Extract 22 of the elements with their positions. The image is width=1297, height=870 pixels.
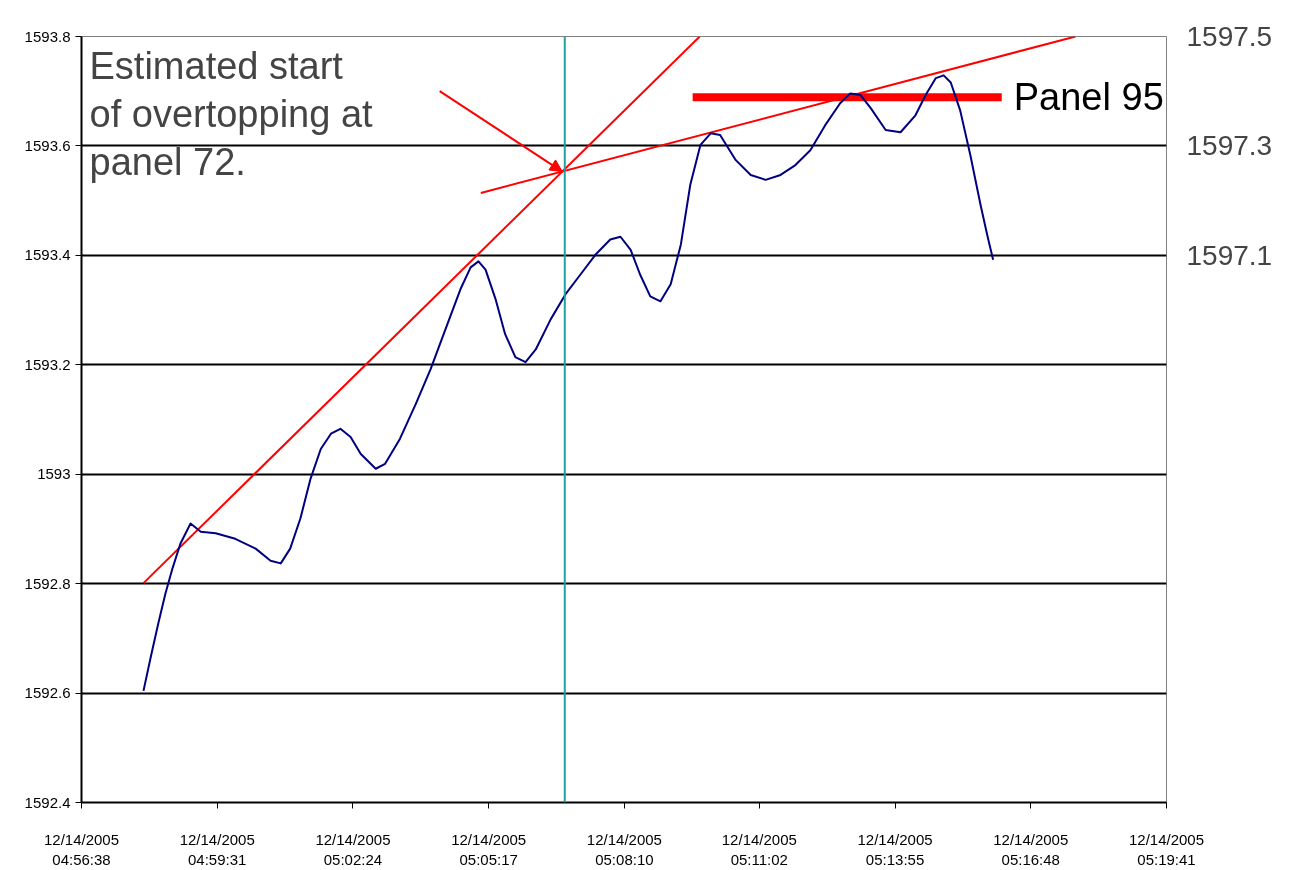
x-tick-label: 12/14/2005 05:08:10 xyxy=(586,830,662,868)
x-tick-label: 12/14/2005 05:05:17 xyxy=(451,830,527,868)
x-tick-label: 12/14/2005 05:13:55 xyxy=(857,830,933,868)
x-tick-label: 12/14/2005 04:59:31 xyxy=(179,830,255,868)
x-tick-label: 12/14/2005 04:56:38 xyxy=(43,830,120,868)
y-tick-label: 1592.8 xyxy=(24,574,71,592)
series-label: Panel 95 xyxy=(1013,76,1164,119)
y2-tick-label: 1597.3 xyxy=(1186,130,1273,162)
y2-tick-label: 1597.1 xyxy=(1186,239,1273,271)
y-tick-label: 1593.6 xyxy=(24,136,71,154)
y-tick-label: 1592.6 xyxy=(24,684,71,702)
y-tick-label: 1593.8 xyxy=(24,27,71,45)
y-tick-label: 1593 xyxy=(37,465,71,483)
y-tick-label: 1593.4 xyxy=(24,246,71,264)
x-tick-label: 12/14/2005 05:11:02 xyxy=(721,830,797,868)
y-tick-label: 1593.2 xyxy=(24,355,71,373)
x-tick-label: 12/14/2005 05:19:41 xyxy=(1128,830,1205,868)
y-tick-label: 1592.4 xyxy=(24,793,71,811)
annotation: Estimated start of overtopping at panel 72. xyxy=(89,44,374,184)
x-tick-label: 12/14/2005 05:02:24 xyxy=(315,830,391,868)
x-tick-label: 12/14/2005 05:16:48 xyxy=(993,830,1069,868)
y2-tick-label: 1597.5 xyxy=(1186,21,1273,52)
